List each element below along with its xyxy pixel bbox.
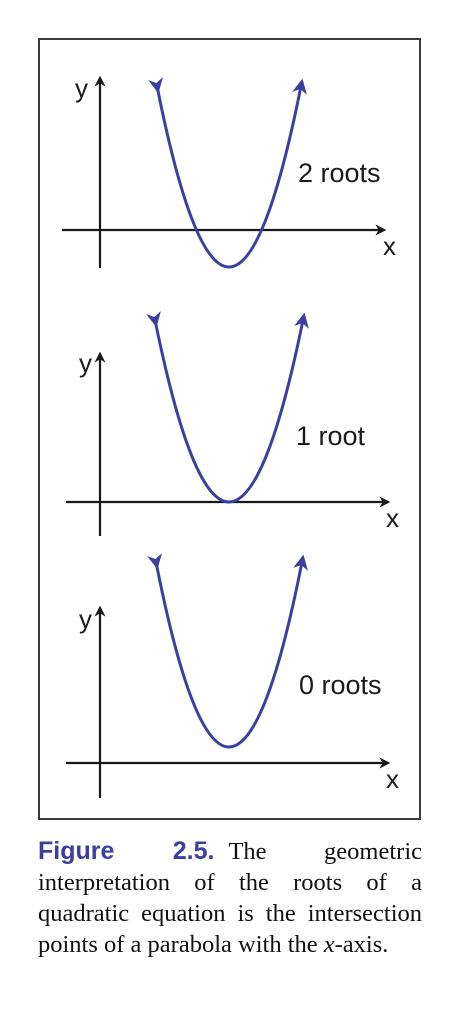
root-count-label: 0 roots bbox=[299, 670, 382, 700]
caption-x-variable: x bbox=[323, 931, 335, 958]
y-axis-label: y bbox=[79, 604, 92, 634]
panel-zero-roots: y x 0 roots bbox=[66, 553, 399, 798]
x-axis-label: x bbox=[386, 764, 399, 794]
parabola-curve bbox=[146, 311, 309, 504]
root-count-label: 2 roots bbox=[298, 158, 381, 188]
panel-one-root: y x 1 root bbox=[66, 311, 399, 536]
caption-text: The geometric interpretation of the root… bbox=[38, 838, 422, 958]
root-count-label: 1 root bbox=[296, 421, 366, 451]
x-axis-label: x bbox=[386, 503, 399, 533]
figure-number: Figure 2.5. bbox=[38, 837, 215, 865]
parabola-curve bbox=[147, 553, 308, 749]
figure-frame bbox=[38, 38, 421, 820]
parabola-curve bbox=[148, 77, 307, 269]
caption-text-end: -axis. bbox=[334, 931, 389, 958]
figure-caption: Figure 2.5. The geometric interpretation … bbox=[38, 836, 422, 960]
panel-two-roots: y x 2 roots bbox=[62, 73, 396, 269]
parabola-diagram: y x 2 roots y x 1 root y x 0 roots bbox=[62, 73, 399, 798]
y-axis-label: y bbox=[79, 348, 92, 378]
x-axis-label: x bbox=[383, 231, 396, 261]
y-axis-label: y bbox=[75, 73, 88, 103]
